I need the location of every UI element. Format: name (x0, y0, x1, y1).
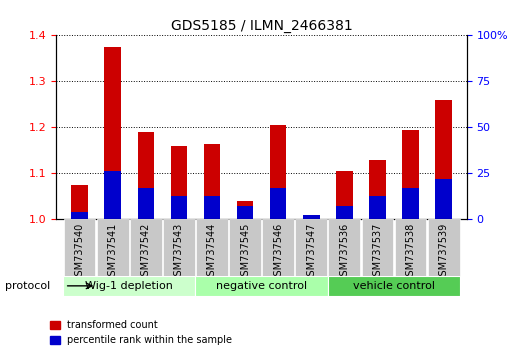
Text: vehicle control: vehicle control (353, 281, 435, 291)
FancyBboxPatch shape (195, 276, 328, 296)
Bar (71, 212, 88, 219)
Text: protocol: protocol (5, 281, 50, 291)
Text: GSM737542: GSM737542 (141, 222, 151, 282)
FancyBboxPatch shape (262, 219, 294, 276)
Bar (137, 132, 154, 219)
Bar (137, 188, 154, 219)
Title: GDS5185 / ILMN_2466381: GDS5185 / ILMN_2466381 (171, 19, 352, 33)
FancyBboxPatch shape (130, 219, 162, 276)
Bar (369, 195, 386, 219)
Text: GSM737541: GSM737541 (108, 222, 117, 281)
Bar (270, 125, 286, 219)
Bar (303, 215, 320, 219)
Text: Wig-1 depletion: Wig-1 depletion (85, 281, 173, 291)
Bar (270, 188, 286, 219)
FancyBboxPatch shape (64, 219, 95, 276)
Bar (336, 206, 352, 219)
Bar (171, 195, 187, 219)
Bar (237, 206, 253, 219)
Bar (105, 171, 121, 219)
Text: GSM737546: GSM737546 (273, 222, 283, 281)
Bar (105, 47, 121, 219)
Text: negative control: negative control (216, 281, 307, 291)
Bar (336, 171, 352, 219)
FancyBboxPatch shape (229, 219, 261, 276)
FancyBboxPatch shape (163, 219, 195, 276)
Text: GSM737545: GSM737545 (240, 222, 250, 282)
Bar (71, 185, 88, 219)
Bar (402, 130, 419, 219)
Text: GSM737537: GSM737537 (372, 222, 383, 282)
FancyBboxPatch shape (328, 219, 360, 276)
Bar (436, 100, 452, 219)
FancyBboxPatch shape (362, 219, 393, 276)
FancyBboxPatch shape (394, 219, 426, 276)
FancyBboxPatch shape (428, 219, 460, 276)
FancyBboxPatch shape (63, 276, 195, 296)
FancyBboxPatch shape (328, 276, 460, 296)
Legend: transformed count, percentile rank within the sample: transformed count, percentile rank withi… (46, 316, 236, 349)
Text: GSM737544: GSM737544 (207, 222, 217, 281)
Text: GSM737540: GSM737540 (74, 222, 85, 281)
Bar (369, 160, 386, 219)
Bar (237, 201, 253, 219)
FancyBboxPatch shape (295, 219, 327, 276)
FancyBboxPatch shape (97, 219, 129, 276)
Text: GSM737536: GSM737536 (340, 222, 349, 281)
Bar (204, 143, 220, 219)
Bar (204, 195, 220, 219)
Text: GSM737538: GSM737538 (406, 222, 416, 281)
Bar (303, 215, 320, 219)
Bar (436, 179, 452, 219)
Text: GSM737547: GSM737547 (306, 222, 317, 282)
Text: GSM737543: GSM737543 (174, 222, 184, 281)
Bar (402, 188, 419, 219)
Text: GSM737539: GSM737539 (439, 222, 449, 281)
FancyBboxPatch shape (196, 219, 228, 276)
Bar (171, 146, 187, 219)
